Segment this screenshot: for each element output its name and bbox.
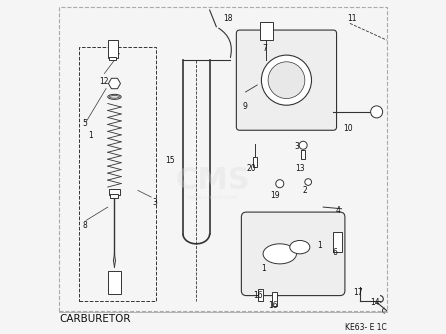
Bar [109, 57, 116, 60]
Text: 10: 10 [343, 124, 353, 133]
Circle shape [299, 141, 307, 149]
Text: 8: 8 [82, 221, 87, 230]
Text: CARBURETOR: CARBURETOR [59, 314, 131, 324]
Text: 1: 1 [89, 131, 94, 140]
Text: 3: 3 [294, 143, 299, 151]
Text: www.cmsnl.com: www.cmsnl.com [187, 195, 239, 199]
Circle shape [276, 180, 284, 188]
Bar [111, 194, 119, 198]
Circle shape [268, 62, 305, 99]
Bar [260, 22, 273, 40]
Text: 1: 1 [318, 241, 322, 250]
Text: 7: 7 [262, 44, 267, 53]
Bar [253, 157, 257, 167]
Text: 19: 19 [270, 191, 280, 200]
FancyBboxPatch shape [241, 212, 345, 296]
Text: 2: 2 [302, 186, 307, 195]
Text: 9: 9 [242, 103, 247, 111]
Text: 5: 5 [82, 119, 87, 128]
Text: CMS: CMS [176, 166, 250, 195]
Text: 18: 18 [223, 14, 233, 23]
Bar [108, 40, 118, 58]
Bar [109, 189, 120, 195]
Text: 3: 3 [152, 198, 157, 206]
Text: 12: 12 [99, 77, 109, 86]
Ellipse shape [108, 95, 121, 100]
FancyBboxPatch shape [236, 30, 337, 130]
Text: KE63- E 1C: KE63- E 1C [345, 323, 387, 332]
Text: 11: 11 [347, 14, 356, 23]
Text: 4: 4 [336, 206, 341, 215]
Text: 14: 14 [370, 298, 380, 307]
Text: 20: 20 [247, 164, 256, 173]
Bar [273, 292, 277, 306]
Bar [333, 232, 342, 252]
Text: 16: 16 [268, 301, 278, 310]
Bar [258, 289, 263, 301]
Text: 15: 15 [165, 156, 174, 165]
Ellipse shape [290, 240, 310, 254]
Circle shape [305, 179, 311, 185]
Text: 6: 6 [332, 248, 337, 257]
Polygon shape [108, 78, 120, 89]
Bar [79, 47, 156, 301]
Text: 1: 1 [261, 265, 265, 273]
Text: 13: 13 [295, 164, 305, 173]
Circle shape [371, 106, 383, 118]
Ellipse shape [109, 96, 120, 98]
Ellipse shape [263, 244, 297, 264]
Circle shape [261, 55, 311, 105]
Text: 16: 16 [253, 291, 263, 300]
Bar [301, 150, 305, 159]
Text: 17: 17 [354, 288, 363, 297]
Bar [108, 271, 121, 294]
